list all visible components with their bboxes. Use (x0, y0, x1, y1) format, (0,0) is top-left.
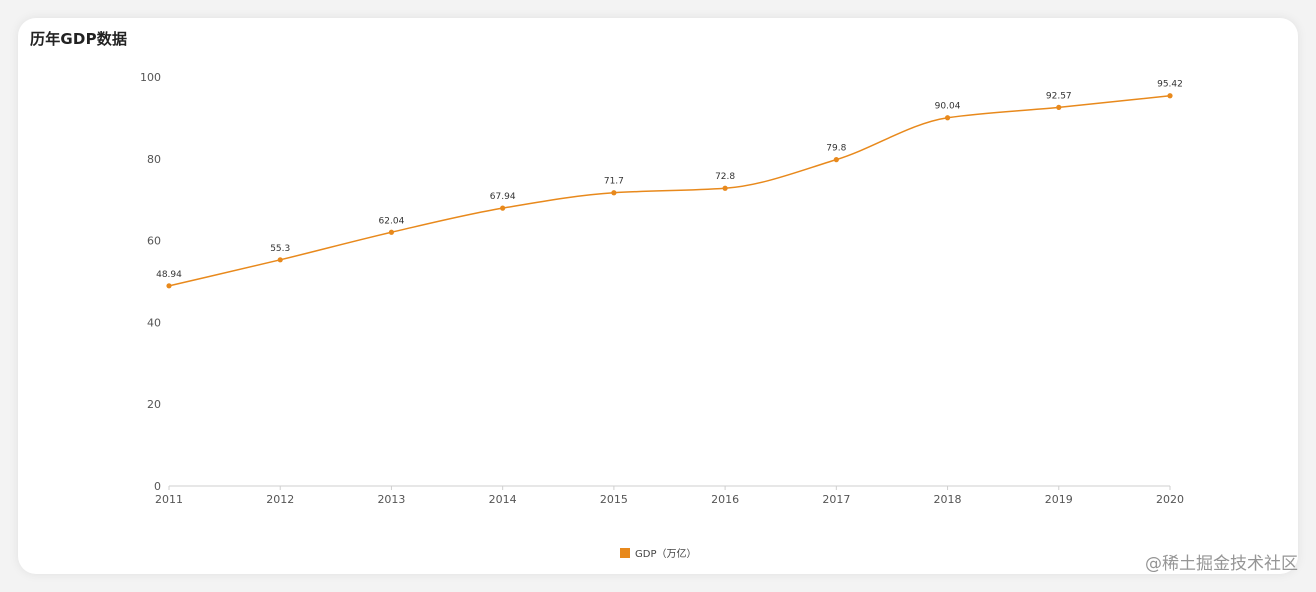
chart-title: 历年GDP数据 (30, 30, 128, 48)
y-tick-label: 80 (147, 153, 161, 166)
data-point[interactable] (1056, 104, 1062, 110)
x-tick-label: 2014 (489, 493, 517, 506)
data-label: 95.42 (1157, 80, 1183, 90)
data-point[interactable] (500, 205, 506, 211)
data-point[interactable] (722, 185, 728, 191)
data-point[interactable] (277, 257, 283, 263)
x-tick-label: 2017 (822, 493, 850, 506)
data-label: 71.7 (604, 177, 624, 187)
data-point[interactable] (611, 190, 617, 196)
data-label: 79.8 (826, 144, 846, 154)
gdp-series-line (168, 94, 1171, 287)
y-tick-label: 0 (154, 480, 161, 493)
y-axis: 0 20 40 60 80 100 (140, 71, 161, 493)
x-tick-label: 2018 (934, 493, 962, 506)
data-label: 92.57 (1046, 91, 1072, 101)
legend-label: GDP（万亿） (635, 547, 696, 560)
x-tick-label: 2016 (711, 493, 739, 506)
y-tick-label: 60 (147, 235, 161, 248)
y-tick-label: 40 (147, 316, 161, 329)
data-label: 90.04 (935, 102, 961, 112)
legend[interactable]: GDP（万亿） (620, 547, 696, 560)
x-tick-label: 2015 (600, 493, 628, 506)
data-point[interactable] (833, 157, 839, 163)
x-tick-label: 2012 (266, 493, 294, 506)
x-tick-label: 2013 (377, 493, 405, 506)
chart-card: 历年GDP数据 0 20 40 60 80 100 2011 2012 2013 2014 201… (18, 18, 1298, 574)
y-tick-label: 100 (140, 71, 161, 84)
x-tick-label: 2019 (1045, 493, 1073, 506)
data-point[interactable] (944, 115, 951, 121)
watermark: @稀土掘金技术社区 (1145, 554, 1298, 574)
data-label: 48.94 (156, 270, 182, 280)
data-point[interactable] (166, 283, 172, 289)
data-label: 72.8 (715, 172, 735, 182)
data-label: 67.94 (490, 192, 516, 202)
legend-swatch (620, 548, 630, 558)
x-axis: 2011 2012 2013 2014 2015 2016 2017 2018 2019 2020 (155, 485, 1184, 506)
data-label: 55.3 (270, 244, 290, 254)
x-tick-label: 2011 (155, 493, 183, 506)
data-point[interactable] (388, 229, 395, 235)
data-point[interactable] (1167, 93, 1173, 99)
x-tick-label: 2020 (1156, 493, 1184, 506)
y-tick-label: 20 (147, 398, 161, 411)
data-label: 62.04 (379, 216, 405, 226)
series-layer: 48.94 55.3 62.04 67.94 71.7 72.8 79.8 90.04 92.5… (156, 80, 1183, 289)
